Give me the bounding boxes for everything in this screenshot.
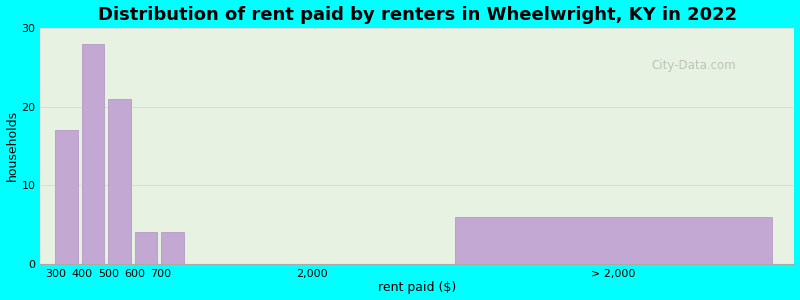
- Bar: [55, 130, 78, 264]
- Text: City-Data.com: City-Data.com: [651, 59, 736, 72]
- Y-axis label: households: households: [6, 110, 18, 182]
- X-axis label: rent paid ($): rent paid ($): [378, 281, 457, 294]
- Bar: [455, 217, 772, 264]
- Bar: [108, 99, 131, 264]
- Bar: [82, 44, 105, 264]
- Bar: [134, 232, 158, 264]
- Title: Distribution of rent paid by renters in Wheelwright, KY in 2022: Distribution of rent paid by renters in …: [98, 6, 737, 24]
- Bar: [161, 232, 184, 264]
